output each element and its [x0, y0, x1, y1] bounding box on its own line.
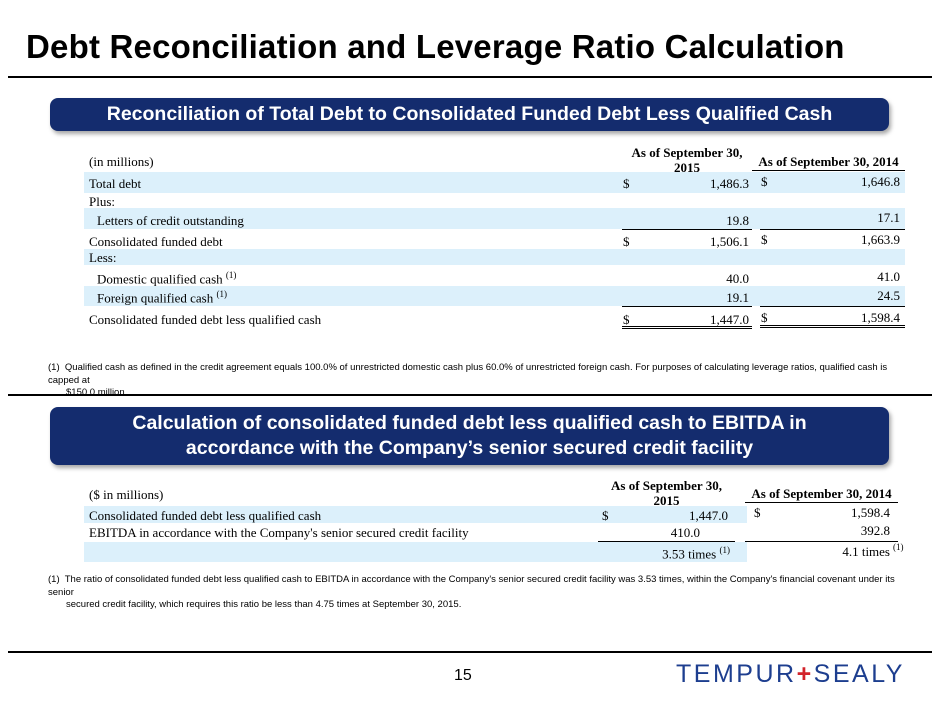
value-2014: 1,598.4	[861, 310, 900, 325]
section2-footnote: (1) The ratio of consolidated funded deb…	[48, 574, 895, 610]
row-label: Consolidated funded debt	[89, 234, 223, 249]
page-title: Debt Reconciliation and Leverage Ratio C…	[26, 28, 845, 65]
section2-col-2014-header: As of September 30, 2014	[751, 486, 892, 501]
header-underline	[752, 170, 905, 171]
section-divider	[8, 394, 932, 396]
subtotal-underline	[598, 541, 735, 542]
value-2015: 1,447.0	[689, 508, 728, 523]
row-label: Less:	[89, 250, 117, 265]
row-band	[84, 208, 905, 229]
value-2014: 17.1	[877, 210, 900, 225]
header-underline	[745, 502, 898, 503]
section2-units-label: ($ in millions)	[89, 487, 164, 502]
currency-symbol: $	[761, 232, 768, 247]
row-label: Letters of credit outstanding	[97, 213, 244, 228]
row-label: EBITDA in accordance with the Company's …	[89, 525, 469, 540]
row-label: Domestic qualified cash (1)	[97, 270, 237, 287]
value-2014: 41.0	[877, 269, 900, 284]
currency-symbol: $	[754, 505, 761, 520]
row-label: Total debt	[89, 176, 142, 191]
page-number: 15	[454, 667, 472, 684]
value-2015: 40.0	[726, 271, 749, 286]
value-2015: 19.1	[726, 290, 749, 305]
value-2014: 1,598.4	[851, 505, 890, 520]
value-2015: 1,486.3	[710, 176, 749, 191]
value-2015: 19.8	[726, 213, 749, 228]
total-double-underline	[760, 327, 905, 328]
total-double-underline	[760, 325, 905, 326]
section1-banner: Reconciliation of Total Debt to Consolid…	[50, 98, 889, 131]
currency-symbol: $	[623, 234, 630, 249]
total-double-underline	[622, 326, 752, 327]
section2-banner: Calculation of consolidated funded debt …	[50, 407, 889, 465]
currency-symbol: $	[761, 310, 768, 325]
section1-col-2014-header: As of September 30, 2014	[758, 154, 899, 169]
row-label: Foreign qualified cash (1)	[97, 289, 227, 306]
row-band	[84, 249, 905, 265]
row-band	[84, 542, 747, 562]
currency-symbol: $	[623, 312, 630, 327]
value-2015: 1,447.0	[710, 312, 749, 327]
value-2014: 392.8	[860, 523, 890, 538]
row-band	[84, 172, 905, 193]
subtotal-underline	[745, 541, 898, 542]
value-2014: 1,663.9	[861, 232, 900, 247]
title-divider	[8, 76, 932, 78]
section1-col-2015-header: As of September 30, 2015	[631, 145, 743, 175]
ratio-2014: 4.1 times	[842, 544, 890, 559]
row-band	[84, 506, 747, 523]
currency-symbol: $	[623, 176, 630, 191]
row-label: Plus:	[89, 194, 116, 209]
subtotal-underline	[760, 306, 905, 307]
section1-units-label: (in millions)	[89, 154, 154, 169]
value-2014: 24.5	[877, 288, 900, 303]
currency-symbol: $	[761, 174, 768, 189]
subtotal-underline	[622, 306, 752, 307]
currency-symbol: $	[602, 508, 609, 523]
footer-divider	[8, 651, 932, 653]
total-double-underline	[622, 328, 752, 329]
subtotal-underline	[622, 229, 752, 230]
company-logo: TEMPUR+SEALY	[676, 660, 905, 688]
section2-col-2015-header: As of September 30, 2015	[611, 478, 722, 508]
value-2015: 410.0	[670, 525, 700, 540]
ratio-note: (1)	[893, 542, 904, 552]
value-2014: 1,646.8	[861, 174, 900, 189]
row-band	[84, 286, 905, 306]
subtotal-underline	[760, 229, 905, 230]
ratio-2015: 3.53 times (1)	[662, 545, 730, 562]
row-label: Consolidated funded debt less qualified …	[89, 508, 322, 523]
value-2015: 1,506.1	[710, 234, 749, 249]
row-label: Consolidated funded debt less qualified …	[89, 312, 322, 327]
section1-footnote: (1) Qualified cash as defined in the cre…	[48, 362, 888, 398]
